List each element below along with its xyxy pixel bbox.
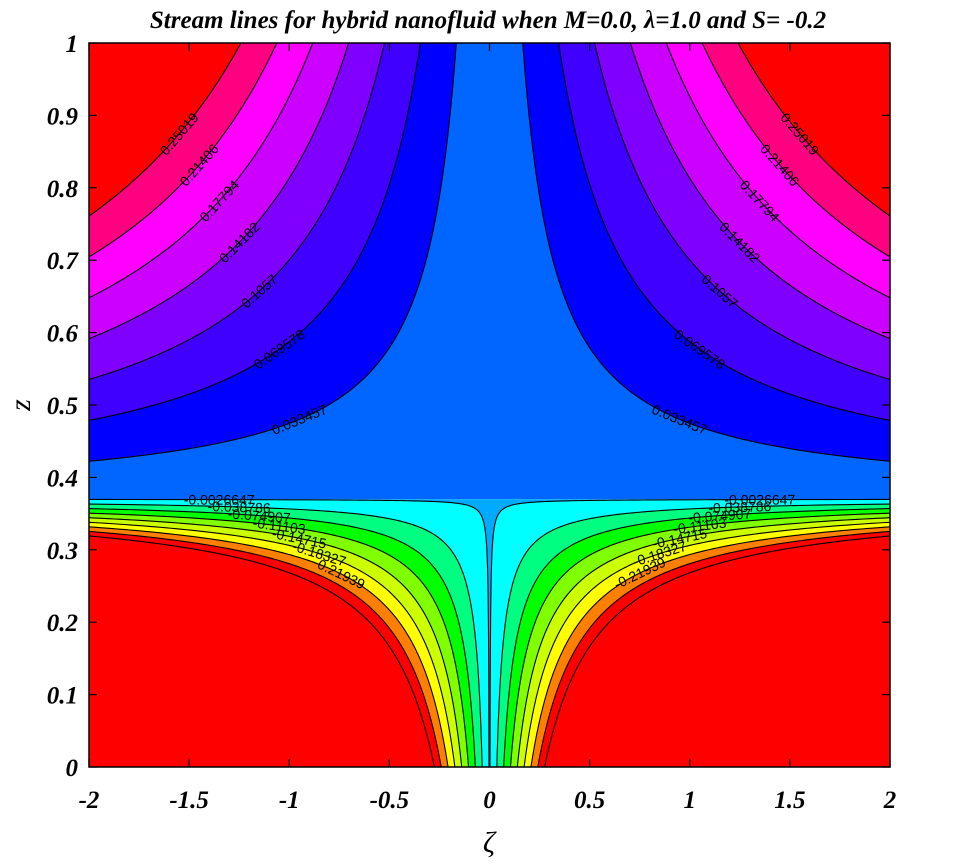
y-tick-label: 0.5	[47, 393, 78, 420]
contour-label-group-19: -0.074907	[688, 505, 752, 525]
x-tick-label: -0.5	[370, 787, 410, 814]
x-tick-label: -2	[79, 787, 100, 814]
isoline-7-left	[89, 498, 490, 767]
isoline-0-left	[89, 43, 242, 217]
y-tick-label: 0.7	[47, 248, 80, 275]
contour-label-group-17: -0.038786	[708, 498, 772, 516]
contour-label: -0.074907	[688, 505, 752, 525]
isoline-0-right	[737, 43, 890, 217]
y-tick-label: 0.9	[47, 103, 79, 130]
contour-label: -0.074907	[227, 505, 291, 525]
isoline-6-right	[522, 43, 890, 462]
x-tick-label: -1	[279, 787, 300, 814]
y-axis-ticks: 0 0.1 0.2 0.3 0.4 0.5 0.6 0.7 0.8 0.9 1	[47, 31, 890, 782]
isoline-8-left	[89, 503, 483, 767]
x-tick-label: 1	[684, 787, 697, 814]
isoline-3-left	[89, 43, 350, 340]
isoline-3-right	[629, 43, 890, 340]
isoline-5-right	[558, 43, 890, 421]
contour-label: -0.11103	[672, 515, 727, 537]
isoline-1-right	[701, 43, 890, 258]
band-upper-right-6	[738, 43, 890, 217]
y-tick-label: 0.2	[47, 610, 78, 637]
y-tick-label: 1	[66, 31, 79, 58]
band-lower-right-8	[544, 535, 890, 767]
isoline-14-left	[89, 530, 442, 767]
isoline-14-right	[537, 530, 890, 767]
isoline-4-left	[89, 43, 386, 381]
isoline-10-right	[509, 512, 890, 767]
isoline-8-right	[496, 503, 890, 767]
y-tick-label: 0.8	[47, 176, 79, 203]
isoline-12-left	[89, 521, 456, 767]
x-tick-label: 0.5	[574, 787, 605, 814]
x-tick-label: 2	[883, 787, 897, 814]
contour-label: -0.0026647	[724, 492, 795, 508]
contour-label-group-18: -0.074907	[227, 505, 291, 525]
isoline-15-left	[89, 535, 435, 767]
x-tick-label: -1.5	[169, 787, 209, 814]
y-tick-label: 0.3	[47, 538, 78, 565]
contour-label-group-15: -0.0026647	[724, 492, 795, 508]
isoline-11-right	[516, 517, 890, 767]
contour-label-group-21: -0.11103	[672, 515, 727, 537]
contour-label-group-20: -0.11103	[252, 515, 307, 537]
x-axis-label: ζ	[483, 826, 497, 859]
y-tick-label: 0	[66, 755, 79, 782]
contour-label: -0.038786	[207, 498, 271, 516]
x-axis-ticks: -2 -1.5 -1 -0.5 0 0.5 1 1.5 2	[79, 43, 897, 814]
isoline-1-left	[89, 43, 278, 258]
isoline-10-left	[89, 512, 470, 767]
isoline-5-left	[89, 43, 421, 421]
contour-label: -0.0026647	[184, 492, 255, 508]
isoline-4-right	[593, 43, 890, 381]
isoline-2-left	[89, 43, 314, 299]
chart-title: Stream lines for hybrid nanofluid when M…	[150, 7, 826, 34]
band-lower-left-8	[89, 535, 435, 767]
isoline-12-right	[523, 521, 890, 767]
isoline-2-right	[665, 43, 890, 299]
isoline-13-right	[530, 526, 890, 767]
y-tick-label: 0.6	[47, 321, 79, 348]
isoline-13-left	[89, 526, 449, 767]
contour-label-group-14: -0.0026647	[184, 492, 255, 508]
contour-label: -0.11103	[252, 515, 307, 537]
x-tick-label: 1.5	[774, 787, 805, 814]
isoline-9-right	[503, 508, 890, 767]
contour-lines	[89, 43, 890, 767]
isoline-11-left	[89, 517, 463, 767]
x-tick-label: 0	[483, 787, 496, 814]
y-tick-label: 0.4	[47, 465, 78, 492]
isoline-15-right	[544, 535, 890, 767]
y-tick-label: 0.1	[47, 683, 78, 710]
contour-bands	[89, 43, 890, 767]
isoline-6-left	[89, 43, 457, 462]
band-upper-left-6	[89, 43, 241, 217]
isoline-9-left	[89, 508, 476, 767]
y-axis-label: z	[4, 399, 37, 412]
isoline-7-right	[489, 498, 890, 767]
contour-label-group-16: -0.038786	[207, 498, 271, 516]
contour-label: -0.038786	[708, 498, 772, 516]
